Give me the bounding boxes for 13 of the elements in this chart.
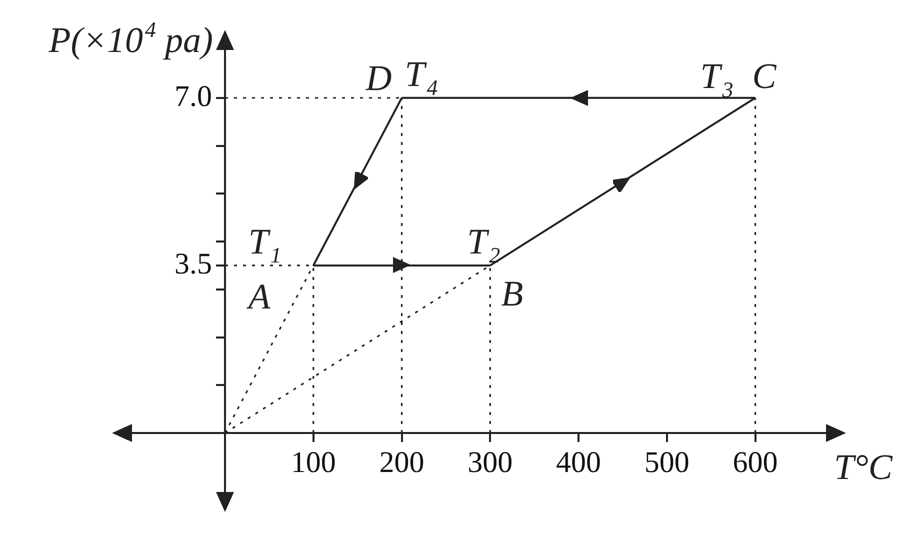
annotation: C — [752, 56, 778, 96]
x-tick-label: 100 — [290, 446, 336, 479]
x-axis-title: T°C — [834, 447, 894, 487]
x-tick-label: 500 — [644, 446, 690, 479]
y-tick-label: 7.0 — [174, 80, 212, 113]
x-tick-label: 600 — [732, 446, 778, 479]
x-tick-label: 200 — [379, 446, 424, 479]
y-tick-label: 3.5 — [174, 247, 212, 280]
x-tick-label: 400 — [556, 446, 602, 479]
x-tick-label: 300 — [468, 446, 513, 479]
annotation: D — [364, 58, 392, 98]
annotation: B — [501, 273, 524, 314]
annotation: A — [246, 276, 272, 316]
